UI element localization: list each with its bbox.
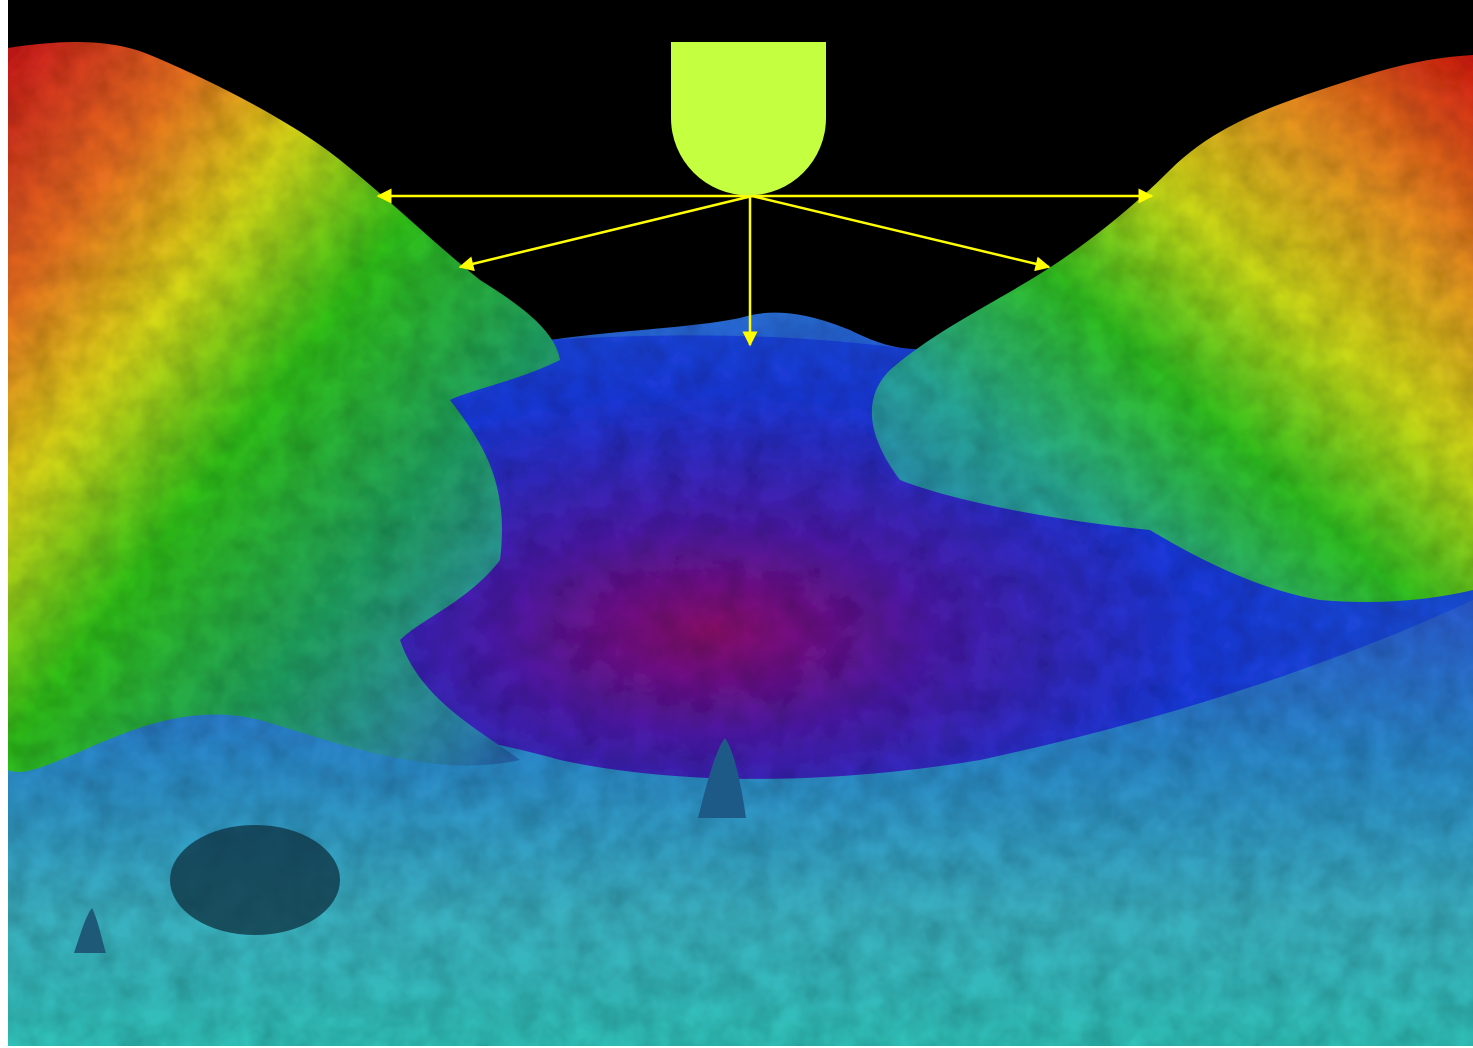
sonar-beams xyxy=(376,188,1154,347)
ship-hull-icon xyxy=(671,42,826,196)
image-frame-bottom xyxy=(0,1046,1473,1048)
beam-left-oblique xyxy=(458,194,753,272)
crater xyxy=(170,825,340,935)
image-frame-left xyxy=(0,0,8,1048)
foreground-shelf xyxy=(8,600,1473,1046)
pinnacle-center xyxy=(698,738,746,818)
beam-right-oblique xyxy=(751,194,1051,272)
left-hill xyxy=(8,42,560,772)
pinnacle-left xyxy=(74,908,106,953)
right-hill xyxy=(871,55,1473,602)
